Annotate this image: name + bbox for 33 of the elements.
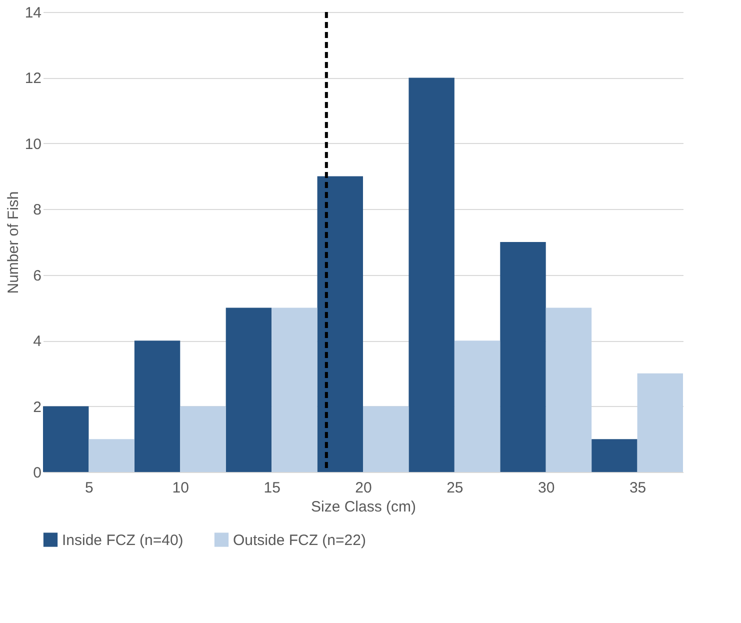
bar xyxy=(43,406,89,472)
y-tick-label: 4 xyxy=(33,333,42,350)
bar xyxy=(317,176,363,472)
bar xyxy=(408,78,454,472)
bar xyxy=(134,340,180,472)
x-tick-label: 10 xyxy=(172,480,189,496)
bar xyxy=(272,308,318,472)
bar xyxy=(363,406,409,472)
bar xyxy=(546,308,592,472)
bar xyxy=(180,406,226,472)
bar xyxy=(637,373,683,472)
x-tick-label: 25 xyxy=(446,480,464,496)
y-tick-label: 14 xyxy=(24,4,42,22)
y-tick-label: 8 xyxy=(33,202,42,219)
x-tick-label: 20 xyxy=(355,480,372,496)
bar xyxy=(88,439,134,472)
bar xyxy=(592,439,638,472)
bar xyxy=(226,308,272,472)
x-tick-label: 35 xyxy=(629,480,646,496)
bar xyxy=(454,340,500,472)
y-tick-label: 6 xyxy=(33,267,42,284)
x-axis-title: Size Class (cm) xyxy=(310,498,416,516)
y-tick-label: 12 xyxy=(24,70,42,88)
y-tick-label: 0 xyxy=(33,464,42,482)
y-axis-title: Number of Fish xyxy=(4,191,22,294)
x-tick-label: 30 xyxy=(538,480,555,496)
bar xyxy=(500,242,546,472)
y-tick-label: 2 xyxy=(33,398,42,416)
x-tick-label: 15 xyxy=(264,480,280,496)
y-tick-label: 10 xyxy=(24,136,42,153)
legend-label: Outside FCZ (n=22) xyxy=(233,532,366,549)
x-tick-label: 5 xyxy=(85,480,94,496)
legend-label: Inside FCZ (n=40) xyxy=(62,532,184,549)
